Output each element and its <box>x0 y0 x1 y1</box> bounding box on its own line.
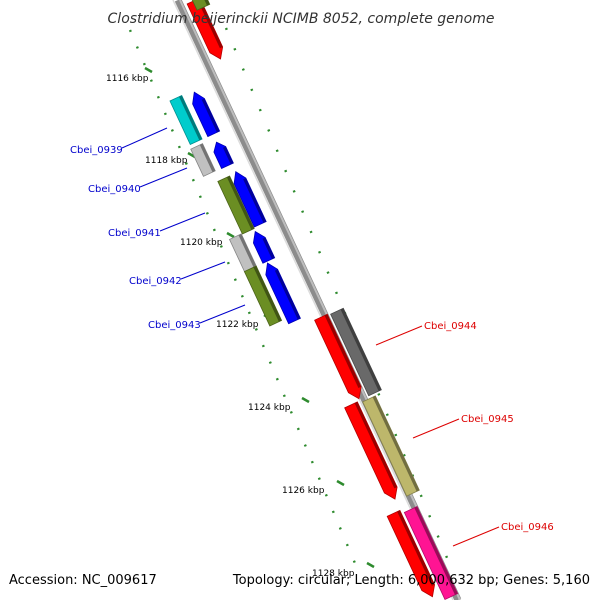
gene-feature <box>190 143 216 177</box>
tick-mark <box>336 479 345 487</box>
gene-feature <box>217 175 255 235</box>
cds-feature-shade <box>274 269 301 320</box>
tick-label: 1126 kbp <box>282 486 325 496</box>
tick-mark <box>366 561 375 569</box>
cds-feature-body <box>252 230 276 264</box>
gene-label[interactable]: Cbei_0945 <box>461 414 514 425</box>
cds-feature <box>192 91 221 138</box>
tick-label: 1116 kbp <box>106 74 149 84</box>
cds-feature <box>191 0 211 11</box>
gene-label-leader <box>199 304 246 324</box>
cds-feature-shade <box>397 510 435 586</box>
gene-label-layer: Cbei_0939 Cbei_0940 Cbei_0941 Cbei_0942 Cbei… <box>70 127 554 547</box>
cds-feature <box>265 262 301 325</box>
cds-feature-shade <box>262 237 275 260</box>
gene-label-leader <box>412 418 460 439</box>
cds-feature <box>233 171 267 228</box>
cds-feature <box>344 401 398 500</box>
accession-text: Accession: NC_009617 <box>9 573 157 588</box>
cds-feature <box>213 141 234 170</box>
cds-feature-shade <box>222 146 234 165</box>
tick-mark <box>226 231 235 239</box>
gene-label[interactable]: Cbei_0940 <box>88 184 141 195</box>
cds-feature-body <box>265 262 301 325</box>
gene-feature <box>228 233 258 273</box>
cds-feature-shade <box>243 178 267 223</box>
feature-track <box>169 0 459 600</box>
cds-feature <box>186 0 224 60</box>
gene-label[interactable]: Cbei_0942 <box>129 276 182 287</box>
gene-feature-shade <box>414 506 458 595</box>
genome-summary-text: Topology: circular; Length: 6,000,632 bp… <box>232 573 590 588</box>
gene-label-leader <box>180 261 226 280</box>
cds-feature <box>314 313 362 400</box>
ruler-dots <box>128 29 359 569</box>
gene-label[interactable]: Cbei_0939 <box>70 145 123 156</box>
cds-feature <box>252 230 276 264</box>
cds-feature-shade <box>204 0 210 6</box>
map-title: Clostridium beijerinckii NCIMB 8052, com… <box>108 11 495 27</box>
tick-label: 1124 kbp <box>248 403 291 413</box>
cds-feature-body <box>192 91 221 138</box>
tick-mark <box>144 66 153 74</box>
cds-feature-body <box>213 141 234 170</box>
tick-label: 1128 kbp <box>312 569 355 579</box>
gene-feature-shade <box>340 308 382 392</box>
gene-label-leader <box>121 127 168 149</box>
gene-feature-shade <box>199 143 216 173</box>
cds-feature-shade <box>354 401 398 489</box>
gene-feature-shade <box>372 395 420 492</box>
tick-label: 1118 kbp <box>145 156 188 166</box>
gene-label-leader <box>159 212 206 232</box>
gene-label[interactable]: Cbei_0941 <box>108 228 161 239</box>
cds-feature <box>386 509 435 598</box>
gene-feature <box>169 94 203 146</box>
backbone-highlight <box>179 0 461 600</box>
gene-label[interactable]: Cbei_0946 <box>501 522 554 533</box>
cds-feature-shade <box>201 98 220 133</box>
cds-feature-shade <box>197 0 223 49</box>
cds-feature-shade <box>324 314 362 389</box>
tick-mark <box>301 396 310 404</box>
gene-feature-shade <box>253 266 282 322</box>
gene-feature <box>243 265 283 327</box>
tick-label: 1120 kbp <box>180 238 223 248</box>
gene-label[interactable]: Cbei_0943 <box>148 320 201 331</box>
backbone-line <box>174 0 462 600</box>
gene-feature-shade <box>238 233 257 268</box>
tick-label: 1122 kbp <box>216 320 259 330</box>
cds-feature-body <box>186 0 224 60</box>
gene-feature <box>403 506 459 600</box>
gene-label-leader <box>452 526 500 547</box>
gene-feature <box>330 307 382 397</box>
tick-label-layer: 1116 kbp 1118 kbp 1120 kbp 1122 kbp 1124 kbp… <box>106 74 355 579</box>
gene-feature <box>362 395 420 497</box>
backbone-inner-line <box>172 0 454 600</box>
gene-label[interactable]: Cbei_0944 <box>424 321 477 332</box>
gene-feature-shade <box>179 95 203 141</box>
gene-label-leader <box>375 325 423 346</box>
genome-backbone <box>172 0 462 600</box>
gene-label-leader <box>139 167 188 188</box>
gene-feature-shade <box>226 175 255 230</box>
